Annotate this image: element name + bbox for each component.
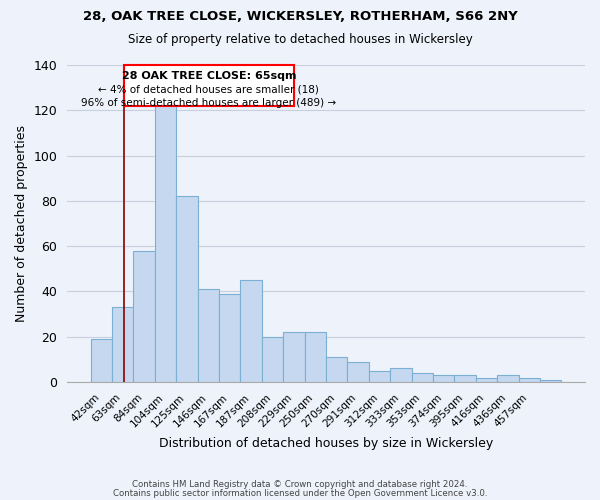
Bar: [155, 90, 176, 382]
Bar: [369, 371, 390, 382]
Bar: [197, 289, 219, 382]
Bar: [176, 196, 197, 382]
Bar: [454, 376, 476, 382]
Text: ← 4% of detached houses are smaller (18): ← 4% of detached houses are smaller (18): [98, 84, 319, 94]
Bar: [540, 380, 562, 382]
Bar: [283, 332, 305, 382]
Text: 28, OAK TREE CLOSE, WICKERSLEY, ROTHERHAM, S66 2NY: 28, OAK TREE CLOSE, WICKERSLEY, ROTHERHA…: [83, 10, 517, 23]
Bar: [91, 339, 112, 382]
Text: 28 OAK TREE CLOSE: 65sqm: 28 OAK TREE CLOSE: 65sqm: [122, 70, 296, 81]
X-axis label: Distribution of detached houses by size in Wickersley: Distribution of detached houses by size …: [159, 437, 493, 450]
Bar: [476, 378, 497, 382]
Bar: [347, 362, 369, 382]
Bar: [305, 332, 326, 382]
Bar: [133, 250, 155, 382]
Bar: [241, 280, 262, 382]
Bar: [412, 373, 433, 382]
Bar: [262, 337, 283, 382]
Text: 96% of semi-detached houses are larger (489) →: 96% of semi-detached houses are larger (…: [82, 98, 337, 108]
Bar: [112, 308, 133, 382]
Text: Contains HM Land Registry data © Crown copyright and database right 2024.: Contains HM Land Registry data © Crown c…: [132, 480, 468, 489]
Bar: [326, 357, 347, 382]
FancyBboxPatch shape: [124, 65, 294, 106]
Y-axis label: Number of detached properties: Number of detached properties: [15, 125, 28, 322]
Bar: [433, 376, 454, 382]
Bar: [497, 376, 518, 382]
Bar: [219, 294, 241, 382]
Bar: [518, 378, 540, 382]
Bar: [390, 368, 412, 382]
Text: Contains public sector information licensed under the Open Government Licence v3: Contains public sector information licen…: [113, 489, 487, 498]
Text: Size of property relative to detached houses in Wickersley: Size of property relative to detached ho…: [128, 32, 472, 46]
